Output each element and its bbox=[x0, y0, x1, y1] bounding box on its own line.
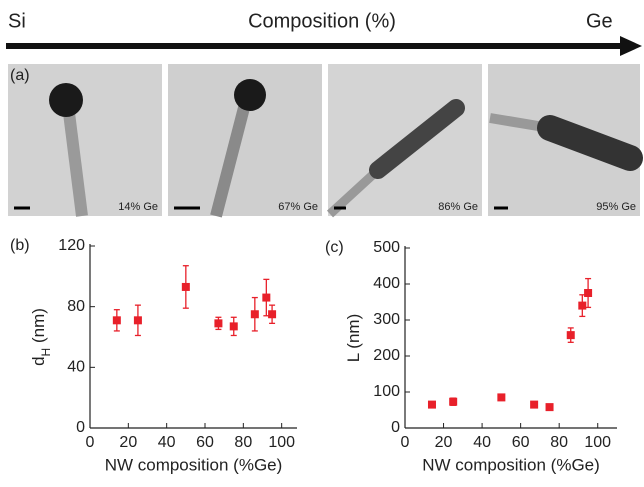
x-tick-label: 100 bbox=[268, 434, 295, 451]
data-point bbox=[530, 400, 539, 409]
image-label: 95% Ge bbox=[596, 201, 636, 213]
x-tick-label: 100 bbox=[584, 434, 611, 451]
x-tick-label: 0 bbox=[86, 434, 95, 451]
y-tick-label: 0 bbox=[391, 419, 400, 436]
y-axis-label: L (nm) bbox=[344, 314, 363, 363]
header-right: Ge bbox=[586, 10, 613, 32]
data-point bbox=[584, 289, 593, 297]
data-point bbox=[250, 310, 259, 319]
tem-image bbox=[8, 64, 162, 216]
panel-label: (c) bbox=[325, 239, 344, 256]
x-tick-label: 60 bbox=[512, 434, 530, 451]
data-point bbox=[545, 403, 554, 412]
y-axis-label-part: d bbox=[29, 356, 48, 365]
image-label: 86% Ge bbox=[438, 201, 478, 213]
y-tick-label: 100 bbox=[373, 383, 400, 400]
y-tick-label: 80 bbox=[67, 298, 85, 315]
header-center: Composition (%) bbox=[248, 10, 396, 32]
data-point bbox=[262, 293, 271, 302]
data-point bbox=[497, 393, 506, 402]
data-point bbox=[566, 331, 575, 340]
data-point bbox=[427, 400, 436, 409]
y-tick-label: 500 bbox=[373, 239, 400, 256]
data-point bbox=[214, 319, 223, 328]
x-tick-label: 80 bbox=[550, 434, 568, 451]
panel-label: (b) bbox=[10, 237, 30, 254]
data-point bbox=[449, 397, 458, 406]
particle bbox=[234, 79, 266, 111]
data-point bbox=[229, 322, 238, 331]
x-tick-label: 40 bbox=[473, 434, 491, 451]
x-tick-label: 80 bbox=[234, 434, 252, 451]
nanowire bbox=[62, 104, 88, 217]
y-tick-label: 200 bbox=[373, 347, 400, 364]
x-axis-label: NW composition (%Ge) bbox=[105, 455, 283, 474]
data-point bbox=[112, 316, 121, 325]
y-tick-label: 400 bbox=[373, 275, 400, 292]
y-tick-label: 120 bbox=[58, 237, 85, 254]
x-tick-label: 40 bbox=[158, 434, 176, 451]
arrow-head bbox=[620, 36, 642, 56]
data-point bbox=[133, 316, 142, 325]
nanowire-coated bbox=[369, 99, 465, 179]
data-point bbox=[578, 301, 587, 310]
x-tick-label: 60 bbox=[196, 434, 214, 451]
header-left: Si bbox=[8, 10, 26, 32]
y-axis-label: dH (nm) bbox=[29, 308, 53, 366]
y-axis-label-part: (nm) bbox=[29, 308, 48, 348]
nanowire bbox=[210, 98, 252, 218]
particle bbox=[49, 83, 83, 117]
panel-label: (a) bbox=[10, 67, 30, 84]
x-tick-label: 0 bbox=[401, 434, 410, 451]
nanowire-coated bbox=[537, 115, 643, 171]
y-axis-label-part: H bbox=[39, 348, 53, 357]
data-point bbox=[181, 282, 190, 291]
y-axis-label-part: L (nm) bbox=[344, 314, 363, 363]
arrow-shaft bbox=[6, 43, 624, 49]
image-label: 67% Ge bbox=[278, 201, 318, 213]
image-label: 14% Ge bbox=[118, 201, 158, 213]
y-tick-label: 0 bbox=[76, 419, 85, 436]
y-tick-label: 300 bbox=[373, 311, 400, 328]
data-point bbox=[268, 310, 277, 319]
x-tick-label: 20 bbox=[119, 434, 137, 451]
y-tick-label: 40 bbox=[67, 359, 85, 376]
tem-images: 14% Ge 67% Ge 86% Ge 95% Ge bbox=[8, 64, 643, 218]
x-axis-label: NW composition (%Ge) bbox=[422, 455, 600, 474]
x-tick-label: 20 bbox=[435, 434, 453, 451]
